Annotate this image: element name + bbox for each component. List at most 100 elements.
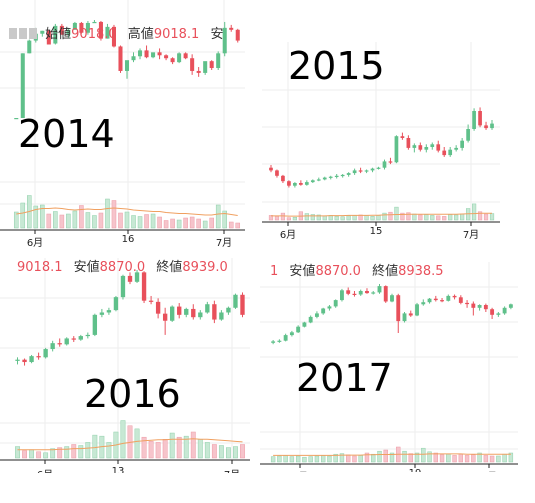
candle-body — [289, 332, 294, 336]
candle-body — [71, 338, 76, 340]
ohlc-value: 1 — [270, 264, 279, 279]
candle-body — [46, 30, 51, 45]
volume-bar — [131, 215, 136, 229]
year-label-2014: 2014 — [18, 112, 115, 156]
candle-body — [118, 46, 123, 71]
candle-body — [27, 40, 32, 54]
ohlc-value: 9018.1 — [17, 260, 63, 275]
candle-body — [496, 313, 501, 315]
volume-bar — [452, 455, 457, 463]
volume-bar — [225, 447, 231, 459]
candle-body — [177, 53, 182, 63]
candle-body — [222, 27, 227, 54]
volume-bar — [169, 432, 175, 459]
candle-body — [314, 313, 319, 317]
volume-bar — [418, 214, 423, 221]
volume-bar — [376, 215, 381, 221]
candle-body — [390, 295, 394, 302]
volume-bar — [71, 444, 77, 459]
candle-body — [105, 26, 110, 39]
volume-bar — [308, 456, 313, 463]
candle-body — [442, 150, 447, 156]
candle-body — [120, 275, 126, 298]
candle-body — [327, 306, 332, 309]
candle-body — [440, 300, 444, 302]
candle-body — [157, 52, 162, 56]
candle-body — [508, 304, 513, 308]
ohlc-value: 8870.0 — [315, 264, 361, 279]
volume-bar — [394, 206, 399, 221]
volume-bar — [197, 439, 203, 459]
volume-bar — [310, 214, 315, 221]
ohlc-readout-2016: 値9018.1 安値8870.0 終値8939.0 — [17, 260, 235, 276]
candle-body — [377, 286, 382, 293]
volume-bar — [15, 446, 20, 459]
volume-bar — [280, 212, 286, 221]
candle-body — [310, 180, 315, 183]
volume-bar — [352, 455, 357, 463]
candle-body — [205, 304, 210, 313]
candle-body — [316, 179, 321, 181]
volume-bar — [270, 456, 276, 463]
volume-bar — [85, 442, 91, 459]
volume-bar — [268, 215, 274, 221]
candle-body — [198, 312, 203, 318]
volume-bar — [98, 212, 104, 229]
candle-body — [40, 30, 45, 34]
candle-body — [408, 313, 413, 316]
candle-body — [29, 356, 34, 363]
volume-bar — [421, 447, 426, 463]
candle-body — [170, 58, 175, 63]
volume-bar — [196, 218, 201, 229]
volume-bar — [150, 213, 156, 229]
candle-body — [14, 118, 19, 120]
volume-bar — [439, 454, 445, 463]
candle-body — [458, 297, 463, 303]
volume-bar — [427, 451, 432, 463]
ohlc-label: 安値 — [289, 264, 316, 279]
candle-body — [138, 50, 143, 57]
candle-body — [424, 147, 429, 150]
candle-body — [321, 308, 326, 314]
volume-bar — [320, 455, 326, 463]
candle-body — [148, 300, 154, 302]
x-tick-label: 19 — [409, 468, 422, 472]
volume-bar — [389, 452, 395, 463]
volume-bar — [436, 215, 441, 221]
volume-bar — [433, 452, 438, 463]
candle-body — [376, 167, 381, 169]
candle-body — [302, 322, 307, 327]
volume-bar — [340, 216, 345, 221]
volume-bar — [64, 446, 70, 459]
candle-body — [209, 61, 214, 69]
candle-body — [358, 291, 363, 295]
candle-body — [322, 177, 327, 180]
candle-body — [308, 316, 313, 323]
volume-bar — [364, 215, 369, 221]
volume-bar — [454, 214, 459, 221]
candle-body — [502, 307, 507, 314]
candle-body — [151, 52, 156, 58]
chart-canvas-2017 — [260, 262, 518, 468]
candle-body — [418, 145, 423, 150]
chart-panel-2014: 始値9018.0 高値9018.1 安 6月 16 7月 2014 — [0, 0, 245, 250]
volume-bar — [13, 211, 19, 229]
candle-body — [466, 129, 470, 141]
candle-body — [340, 290, 344, 301]
candle-body — [212, 304, 217, 320]
volume-bar — [155, 442, 161, 459]
volume-bar — [66, 213, 71, 229]
candle-body — [412, 145, 417, 148]
candle-body — [85, 334, 90, 337]
volume-bar — [483, 213, 489, 221]
volume-bar — [274, 216, 280, 221]
volume-bar — [477, 211, 483, 221]
candle-body — [333, 300, 338, 307]
chart-canvas-2014 — [0, 0, 245, 234]
candle-body — [352, 170, 357, 174]
candle-body — [490, 309, 495, 315]
volume-ma-line — [16, 207, 238, 216]
volume-bar — [33, 205, 39, 229]
candle-body — [22, 359, 27, 363]
volume-bar — [72, 210, 78, 229]
